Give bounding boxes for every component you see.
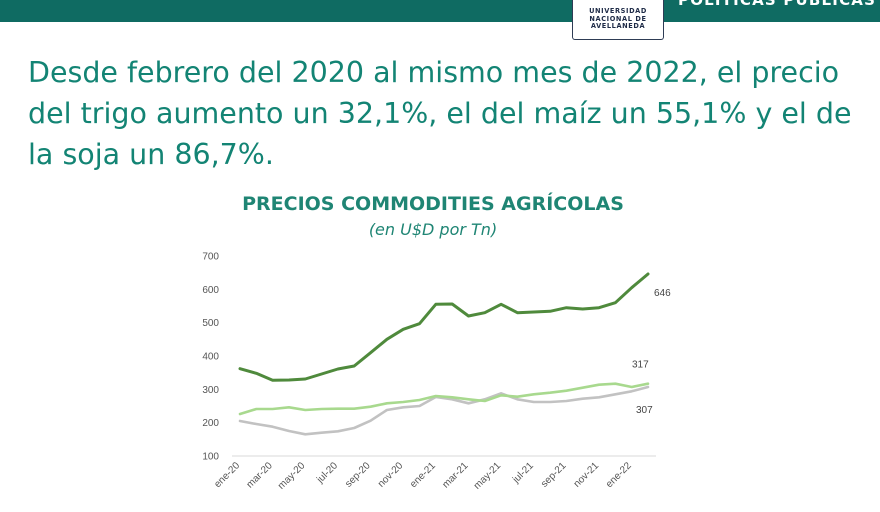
chart-title: PRECIOS COMMODITIES AGRÍCOLAS xyxy=(242,192,624,215)
y-tick-label: 300 xyxy=(202,385,219,396)
x-tick-label: jul-20 xyxy=(314,460,340,486)
x-tick-label: ene-22 xyxy=(604,460,634,490)
x-tick-label: sep-20 xyxy=(343,460,373,490)
x-tick-label: sep-21 xyxy=(539,460,569,490)
university-logo: UNIVERSIDAD NACIONAL DE AVELLANEDA xyxy=(572,0,664,40)
chart-subtitle: (en U$D por Tn) xyxy=(369,220,497,239)
y-tick-label: 400 xyxy=(202,352,219,363)
series-line-3 xyxy=(238,385,650,436)
chart-end-labels: 646 317 307 xyxy=(632,288,671,416)
end-label-series-1: 646 xyxy=(654,288,671,299)
headline: Desde febrero del 2020 al mismo mes de 2… xyxy=(28,56,852,171)
chart-series xyxy=(238,272,650,436)
x-tick-label: ene-20 xyxy=(212,460,242,490)
y-tick-label: 700 xyxy=(202,252,219,263)
x-tick-label: jul-21 xyxy=(510,460,536,486)
end-label-series-3: 307 xyxy=(636,405,653,416)
y-tick-label: 100 xyxy=(202,452,219,463)
y-tick-label: 600 xyxy=(202,285,219,296)
x-tick-label: may-21 xyxy=(472,460,504,492)
series-line-2 xyxy=(238,382,650,416)
logo-line-1: UNIVERSIDAD xyxy=(589,7,647,16)
series-line-1 xyxy=(238,272,650,382)
x-tick-label: may-20 xyxy=(276,460,308,492)
x-tick-label: ene-21 xyxy=(408,460,438,490)
x-tick-label: nov-20 xyxy=(376,460,406,490)
end-label-series-2: 317 xyxy=(632,360,649,371)
y-tick-label: 200 xyxy=(202,418,219,429)
logo-line-2: NACIONAL DE xyxy=(589,14,647,23)
y-tick-label: 500 xyxy=(202,318,219,329)
logo-line-3: AVELLANEDA xyxy=(590,22,646,31)
x-tick-label: mar-20 xyxy=(245,460,275,490)
x-tick-label: nov-21 xyxy=(572,460,602,490)
x-tick-label: mar-21 xyxy=(440,460,470,490)
section-tag: POLÍTICAS PÚBLICAS xyxy=(678,0,877,9)
